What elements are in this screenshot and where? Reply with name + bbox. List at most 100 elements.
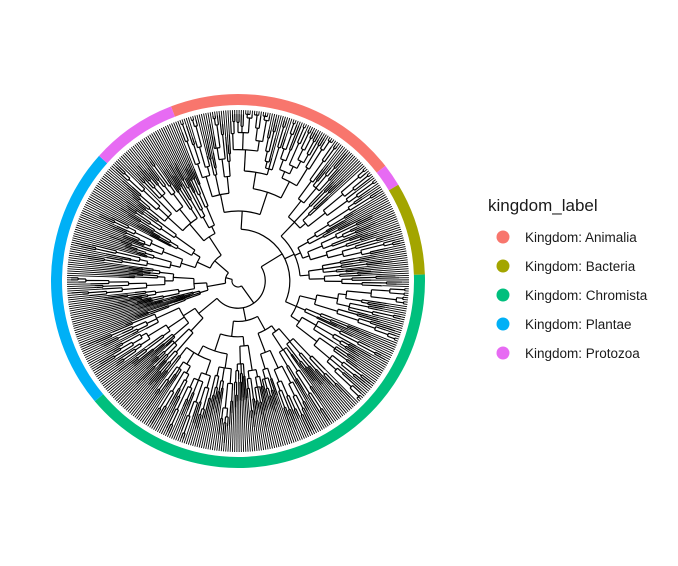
- tree-arc: [271, 328, 280, 335]
- tree-tip-branch: [82, 207, 100, 217]
- tree-tip-branch: [322, 155, 356, 192]
- tree-tip-branch: [149, 423, 153, 428]
- tree-branch: [131, 244, 152, 253]
- tree-branch: [157, 220, 177, 236]
- tree-branch: [345, 238, 361, 245]
- tree-branch: [370, 296, 397, 301]
- tree-branch: [132, 196, 149, 211]
- tree-branch: [271, 333, 284, 351]
- tree-tip-branch: [331, 158, 359, 187]
- tree-branch: [247, 370, 250, 379]
- tree-tip-branch: [91, 192, 129, 215]
- tree-branch: [182, 183, 192, 200]
- tree-branch: [345, 270, 354, 273]
- tree-arc: [354, 246, 357, 249]
- tree-tip-branch: [321, 400, 337, 422]
- tree-tip-branch: [187, 117, 196, 141]
- tree-branch: [292, 396, 303, 416]
- tree-branch: [145, 389, 161, 410]
- tree-branch: [330, 319, 348, 327]
- tree-tip-branch: [117, 383, 137, 404]
- tree-branch: [285, 347, 292, 355]
- tree-tip-branch: [349, 218, 398, 238]
- tree-branch: [268, 116, 271, 122]
- tree-branch: [143, 159, 160, 180]
- tree-branch: [151, 408, 162, 425]
- tree-branch: [345, 191, 357, 200]
- tree-tip-branch: [369, 383, 374, 387]
- tree-arc: [177, 289, 180, 294]
- tree-tip-branch: [385, 306, 407, 312]
- tree-tip-branch: [198, 114, 208, 147]
- tree-branch: [263, 116, 266, 121]
- tree-branch: [203, 398, 210, 419]
- tree-branch: [270, 390, 277, 405]
- tree-tip-branch: [343, 369, 370, 392]
- tree-branch: [268, 158, 273, 170]
- tree-tip-branch: [385, 329, 401, 336]
- tree-tip-branch: [147, 422, 151, 427]
- tree-branch: [150, 344, 165, 357]
- tree-branch: [143, 274, 158, 277]
- tree-tip-branch: [258, 409, 267, 450]
- tree-arc: [195, 162, 200, 166]
- tree-tip-branch: [327, 165, 365, 200]
- tree-tip-branch: [313, 380, 342, 418]
- tree-tip-branch: [324, 135, 329, 142]
- tree-tip-branch: [81, 212, 109, 225]
- tree-branch: [132, 270, 151, 273]
- tree-arc: [332, 333, 335, 338]
- tree-arc: [187, 414, 191, 417]
- tree-tip-branch: [274, 115, 282, 138]
- tree-branch: [191, 137, 196, 145]
- tree-tip-branch: [349, 397, 357, 405]
- tree-branch: [331, 354, 343, 364]
- tree-tip-branch: [115, 160, 140, 184]
- tree-branch: [125, 200, 144, 214]
- tree-branch: [153, 230, 172, 242]
- tree-branch: [313, 191, 330, 208]
- tree-tip-branch: [122, 154, 144, 178]
- tree-tip-branch: [85, 201, 150, 236]
- tree-branch: [184, 292, 194, 297]
- tree-branch: [171, 174, 182, 190]
- tree-branch: [339, 272, 358, 275]
- tree-branch: [307, 366, 324, 385]
- tree-branch: [392, 242, 401, 246]
- tree-branch: [359, 255, 376, 260]
- tree-branch: [307, 129, 310, 133]
- tree-branch: [269, 395, 275, 411]
- tree-branch: [139, 297, 152, 301]
- tree-branch: [114, 221, 128, 229]
- tree-branch: [194, 414, 201, 430]
- tree-branch: [136, 172, 146, 183]
- tree-branch: [184, 178, 190, 188]
- tree-branch: [282, 120, 285, 127]
- tree-branch: [309, 365, 315, 372]
- tree-tip-branch: [70, 246, 106, 255]
- tree-tip-branch: [167, 125, 187, 167]
- tree-branch: [174, 328, 190, 344]
- tree-branch: [221, 407, 224, 419]
- tree-arc: [278, 389, 282, 392]
- tree-branch: [287, 200, 302, 218]
- tree-branch: [330, 320, 349, 330]
- tree-branch: [177, 191, 191, 210]
- tree-branch: [327, 168, 339, 180]
- tree-branch: [291, 353, 299, 363]
- tree-arc: [163, 184, 166, 188]
- tree-branch: [211, 157, 216, 169]
- tree-tip-branch: [67, 287, 97, 290]
- tree-branch: [228, 401, 232, 425]
- tree-tip-branch: [211, 111, 214, 116]
- tree-branch: [345, 360, 362, 372]
- tree-branch: [221, 418, 224, 425]
- tree-tip-branch: [67, 285, 95, 288]
- tree-arc: [131, 322, 134, 325]
- tree-tip-branch: [223, 443, 225, 452]
- tree-tip-branch: [129, 381, 156, 414]
- tree-tip-branch: [136, 393, 156, 419]
- tree-branch: [285, 301, 297, 307]
- tree-tip-branch: [134, 362, 177, 418]
- tree-branch: [374, 329, 389, 336]
